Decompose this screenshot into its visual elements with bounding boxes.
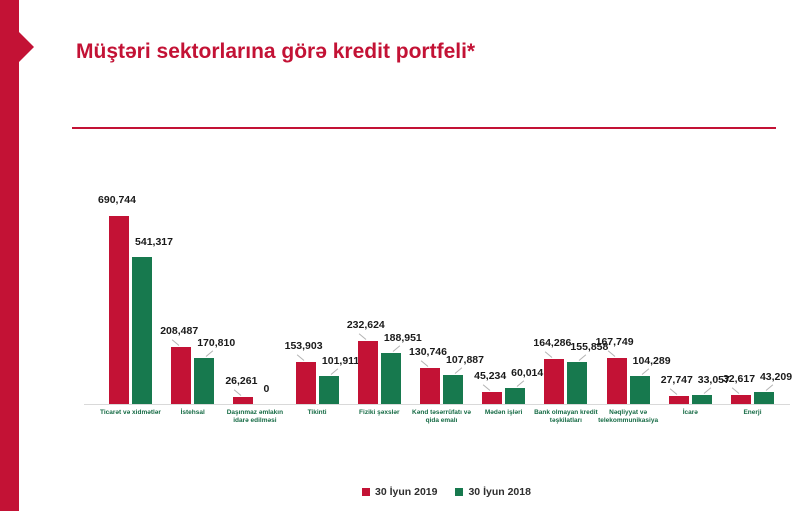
- leader-line: [358, 333, 367, 340]
- category-label: İstehsal: [180, 409, 205, 416]
- leader-line: [330, 368, 338, 376]
- value-label-2018: 104,289: [632, 354, 671, 367]
- value-label-2018: 0: [263, 383, 270, 395]
- value-label-2018: 541,317: [135, 235, 173, 248]
- category-label: Nəqliyyat və telekommunikasiya: [598, 409, 659, 424]
- bar-2019: [233, 396, 254, 404]
- value-label-2018: 33,057: [697, 374, 730, 386]
- value-label-2018: 188,951: [383, 331, 422, 344]
- value-label-2018: 107,887: [446, 353, 484, 366]
- value-label-2019: 208,487: [160, 325, 199, 338]
- value-label-2019: 45,234: [474, 369, 507, 382]
- bar-2019: [482, 391, 503, 404]
- value-label-2019: 690,744: [98, 194, 136, 206]
- legend-label: 30 İyun 2018: [468, 486, 531, 498]
- bar-2019: [668, 396, 689, 404]
- bar-2018: [691, 395, 712, 404]
- value-label-2019: 232,624: [346, 318, 385, 331]
- bar-2019: [606, 358, 627, 404]
- bar-2018: [194, 357, 215, 404]
- leader-line: [545, 351, 553, 359]
- category-label: Ticarət və xidmətlər: [100, 409, 161, 416]
- value-label-2018: 101,911: [321, 355, 360, 368]
- bar-2019: [357, 340, 378, 404]
- chart-legend: 30 İyun 2019 30 İyun 2018: [362, 486, 531, 498]
- leader-line: [205, 349, 214, 357]
- leader-line: [420, 360, 429, 368]
- bar-2018: [754, 392, 774, 404]
- value-label-2019: 167,749: [595, 336, 634, 349]
- leader-line: [579, 353, 587, 361]
- category-label: Mədən işləri: [484, 409, 523, 416]
- value-label-2019: 130,746: [409, 346, 447, 359]
- value-label-2018: 170,810: [197, 336, 236, 349]
- bar-2018: [380, 352, 401, 404]
- bar-2019: [171, 347, 192, 404]
- value-label-2018: 60,014: [511, 366, 544, 379]
- value-label-2019: 164,286: [533, 337, 572, 350]
- left-accent-strip: [0, 0, 19, 511]
- leader-line: [482, 384, 491, 391]
- bar-2019: [420, 368, 440, 404]
- category-label: İcarə: [682, 409, 698, 416]
- bar-2018: [629, 375, 650, 404]
- title-divider: [72, 127, 776, 129]
- legend-item: 30 İyun 2018: [455, 486, 531, 498]
- category-label: Kənd təsərrüfatı və qida emalı: [412, 409, 471, 424]
- bar-2018: [443, 374, 463, 404]
- leader-line: [171, 339, 180, 347]
- bar-2019: [109, 216, 129, 404]
- value-label-2019: 153,903: [284, 340, 323, 353]
- bar-2018: [567, 361, 588, 404]
- bar-2019: [731, 395, 751, 404]
- value-label-2018: 43,209: [759, 371, 793, 384]
- leader-line: [731, 387, 740, 394]
- bar-2019: [295, 362, 316, 404]
- value-label-2019: 32,617: [722, 373, 756, 386]
- leader-line: [296, 354, 304, 361]
- legend-label: 30 İyun 2019: [375, 486, 438, 498]
- right-arrow-icon: [19, 32, 34, 62]
- leader-line: [669, 388, 678, 396]
- bar-2018: [318, 376, 339, 404]
- category-label: Fiziki şəxslər: [359, 409, 400, 416]
- category-label: Enerji: [743, 409, 762, 416]
- legend-item: 30 İyun 2019: [362, 486, 437, 498]
- value-label-2019: 27,747: [660, 374, 693, 387]
- legend-swatch: [455, 488, 464, 496]
- bar-2018: [505, 387, 526, 404]
- bar-2019: [544, 359, 565, 404]
- category-label: Tikinti: [307, 409, 327, 416]
- chart-title: Müştəri sektorlarına görə kredit portfel…: [76, 40, 476, 63]
- value-label-2019: 26,261: [225, 374, 258, 387]
- category-label: Daşınmaz əmlakın idarə edilməsi: [226, 409, 284, 424]
- category-label: Bank olmayan kredit təşkilatları: [534, 409, 598, 424]
- legend-swatch: [362, 488, 370, 496]
- bar-2018: [132, 256, 152, 404]
- leader-line: [703, 387, 712, 394]
- x-axis-line: [84, 404, 790, 405]
- value-label-2018: 155,858: [570, 340, 609, 353]
